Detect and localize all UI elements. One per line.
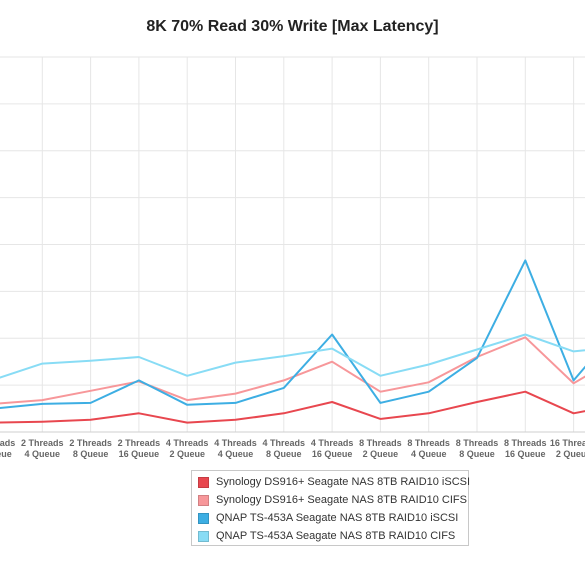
x-tick-label: 4 Threads 8 Queue: [263, 438, 306, 459]
series-line[interactable]: [0, 336, 585, 405]
x-tick-label: 4 Threads 2 Queue: [166, 438, 209, 459]
legend-swatch: [198, 530, 209, 542]
chart-title: 8K 70% Read 30% Write [Max Latency]: [146, 18, 439, 35]
legend-swatch: [198, 476, 209, 488]
legend-label: Synology DS916+ Seagate NAS 8TB RAID10 i…: [216, 476, 471, 488]
legend-label: QNAP TS-453A Seagate NAS 8TB RAID10 CIFS: [216, 530, 456, 542]
series-lines: [0, 259, 585, 424]
legend-item[interactable]: Synology DS916+ Seagate NAS 8TB RAID10 i…: [198, 473, 470, 491]
legend-item[interactable]: QNAP TS-453A Seagate NAS 8TB RAID10 iSCS…: [198, 509, 462, 527]
x-tick-label: 8 Threads 2 Queue: [359, 438, 402, 459]
x-tick-label: 4 Threads 4 Queue: [214, 438, 257, 459]
x-tick-label: 2 Threads 16 Queue: [118, 438, 161, 459]
x-tick-label: 8 Threads 8 Queue: [456, 438, 499, 459]
x-tick-label: 2 Threads 8 Queue: [69, 438, 112, 459]
legend-item[interactable]: Synology DS916+ Seagate NAS 8TB RAID10 C…: [198, 491, 467, 509]
legend-label: Synology DS916+ Seagate NAS 8TB RAID10 C…: [216, 494, 467, 506]
series-line[interactable]: [0, 259, 585, 410]
legend-item[interactable]: QNAP TS-453A Seagate NAS 8TB RAID10 CIFS: [198, 527, 462, 545]
x-tick-label: 8 Threads 4 Queue: [407, 438, 450, 459]
series-line[interactable]: [0, 390, 585, 424]
legend: Synology DS916+ Seagate NAS 8TB RAID10 i…: [191, 470, 470, 546]
legend-swatch: [198, 494, 209, 506]
legend-label: QNAP TS-453A Seagate NAS 8TB RAID10 iSCS…: [216, 512, 459, 524]
legend-swatch: [198, 512, 209, 524]
x-tick-label: 4 Threads 16 Queue: [311, 438, 354, 459]
grid: [0, 56, 585, 433]
x-tick-label: 2 Threads 4 Queue: [21, 438, 64, 459]
x-tick-label: 8 Threads 16 Queue: [504, 438, 547, 459]
series-line[interactable]: [0, 333, 585, 380]
